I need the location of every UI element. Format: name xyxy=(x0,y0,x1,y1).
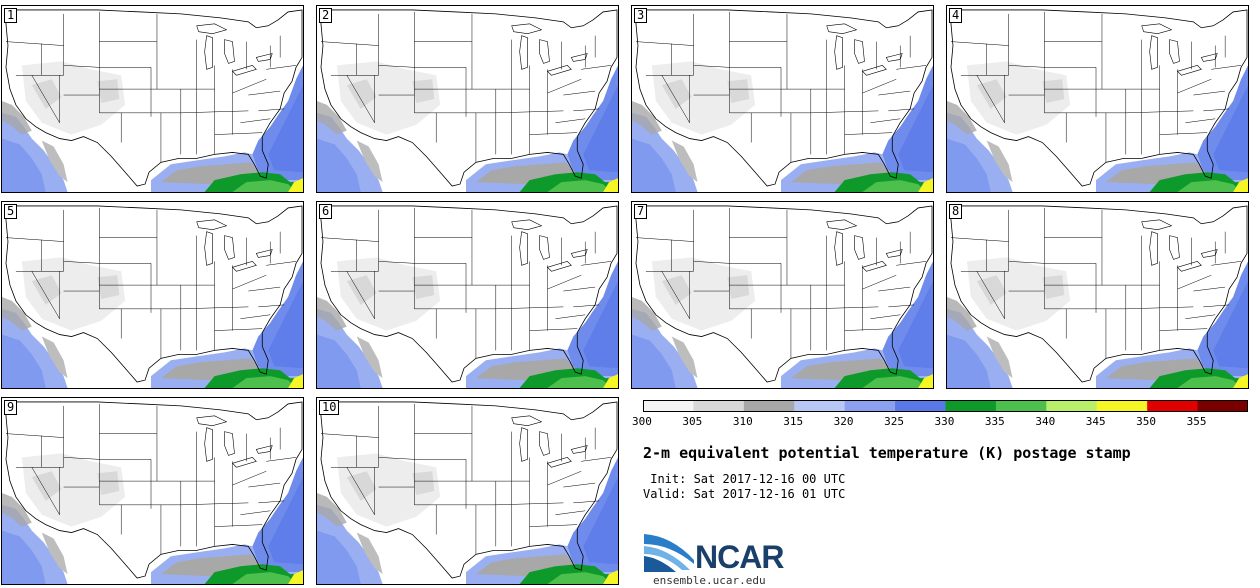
colorbar-tick-label: 325 xyxy=(884,415,904,428)
panel-number: 7 xyxy=(634,204,648,219)
colorbar-tick-label: 340 xyxy=(1035,415,1056,428)
colorbar-segment xyxy=(844,400,896,412)
map-panel-8: 8 xyxy=(946,201,1249,389)
plot-title: 2-m equivalent potential temperature (K)… xyxy=(643,444,1131,462)
conus-map xyxy=(317,398,618,584)
map-panel-10: 10 xyxy=(316,397,619,585)
ncar-logo-text: NCAR xyxy=(695,539,784,575)
colorbar-segment xyxy=(794,400,846,412)
colorbar xyxy=(643,400,1248,412)
colorbar-tick-label: 305 xyxy=(682,415,703,428)
panel-number: 10 xyxy=(319,400,340,415)
panel-number: 6 xyxy=(319,204,333,219)
colorbar-tick-label: 310 xyxy=(732,415,753,428)
conus-map xyxy=(2,202,303,388)
colorbar-segment xyxy=(1147,400,1199,412)
colorbar-border xyxy=(643,400,1248,412)
colorbar-tick-label: 335 xyxy=(984,415,1005,428)
colorbar-tick-label: 300 xyxy=(632,415,652,428)
conus-map xyxy=(317,202,618,388)
map-panel-1: 1 xyxy=(1,5,304,193)
colorbar-labels: 300 305 310 315 320 325 330 335 340 345 350 355 xyxy=(630,415,1260,429)
map-panel-9: 9 xyxy=(1,397,304,585)
conus-map xyxy=(947,202,1248,388)
ensemble-url: ensemble.ucar.edu xyxy=(653,574,766,587)
colorbar-tick-label: 355 xyxy=(1186,415,1207,428)
panel-number: 1 xyxy=(4,8,18,23)
colorbar-tick-label: 345 xyxy=(1085,415,1106,428)
colorbar-segment xyxy=(1197,400,1248,412)
panel-number: 2 xyxy=(319,8,333,23)
map-panel-5: 5 xyxy=(1,201,304,389)
panel-number: 3 xyxy=(634,8,648,23)
colorbar-segment xyxy=(1046,400,1098,412)
init-time: Init: Sat 2017-12-16 00 UTC xyxy=(643,472,846,486)
map-panel-7: 7 xyxy=(631,201,934,389)
colorbar-segment xyxy=(743,400,795,412)
colorbar-segment xyxy=(945,400,997,412)
conus-map xyxy=(947,6,1248,192)
colorbar-segment xyxy=(995,400,1047,412)
conus-map xyxy=(2,398,303,584)
valid-time: Valid: Sat 2017-12-16 01 UTC xyxy=(643,487,846,501)
colorbar-tick-label: 350 xyxy=(1136,415,1157,428)
panel-number: 8 xyxy=(949,204,963,219)
map-panel-3: 3 xyxy=(631,5,934,193)
colorbar-segment xyxy=(693,400,745,412)
map-panel-6: 6 xyxy=(316,201,619,389)
colorbar-tick-label: 330 xyxy=(934,415,955,428)
colorbar-tick-label: 315 xyxy=(783,415,804,428)
map-panel-2: 2 xyxy=(316,5,619,193)
ncar-logo-icon xyxy=(644,534,694,572)
colorbar-tick-label: 320 xyxy=(833,415,854,428)
colorbar-segment xyxy=(643,400,694,412)
conus-map xyxy=(317,6,618,192)
panel-number: 9 xyxy=(4,400,18,415)
conus-map xyxy=(632,202,933,388)
map-panel-4: 4 xyxy=(946,5,1249,193)
conus-map xyxy=(632,6,933,192)
colorbar-segment xyxy=(1096,400,1148,412)
panel-number: 5 xyxy=(4,204,18,219)
colorbar-segment xyxy=(895,400,946,412)
conus-map xyxy=(2,6,303,192)
panel-number: 4 xyxy=(949,8,963,23)
